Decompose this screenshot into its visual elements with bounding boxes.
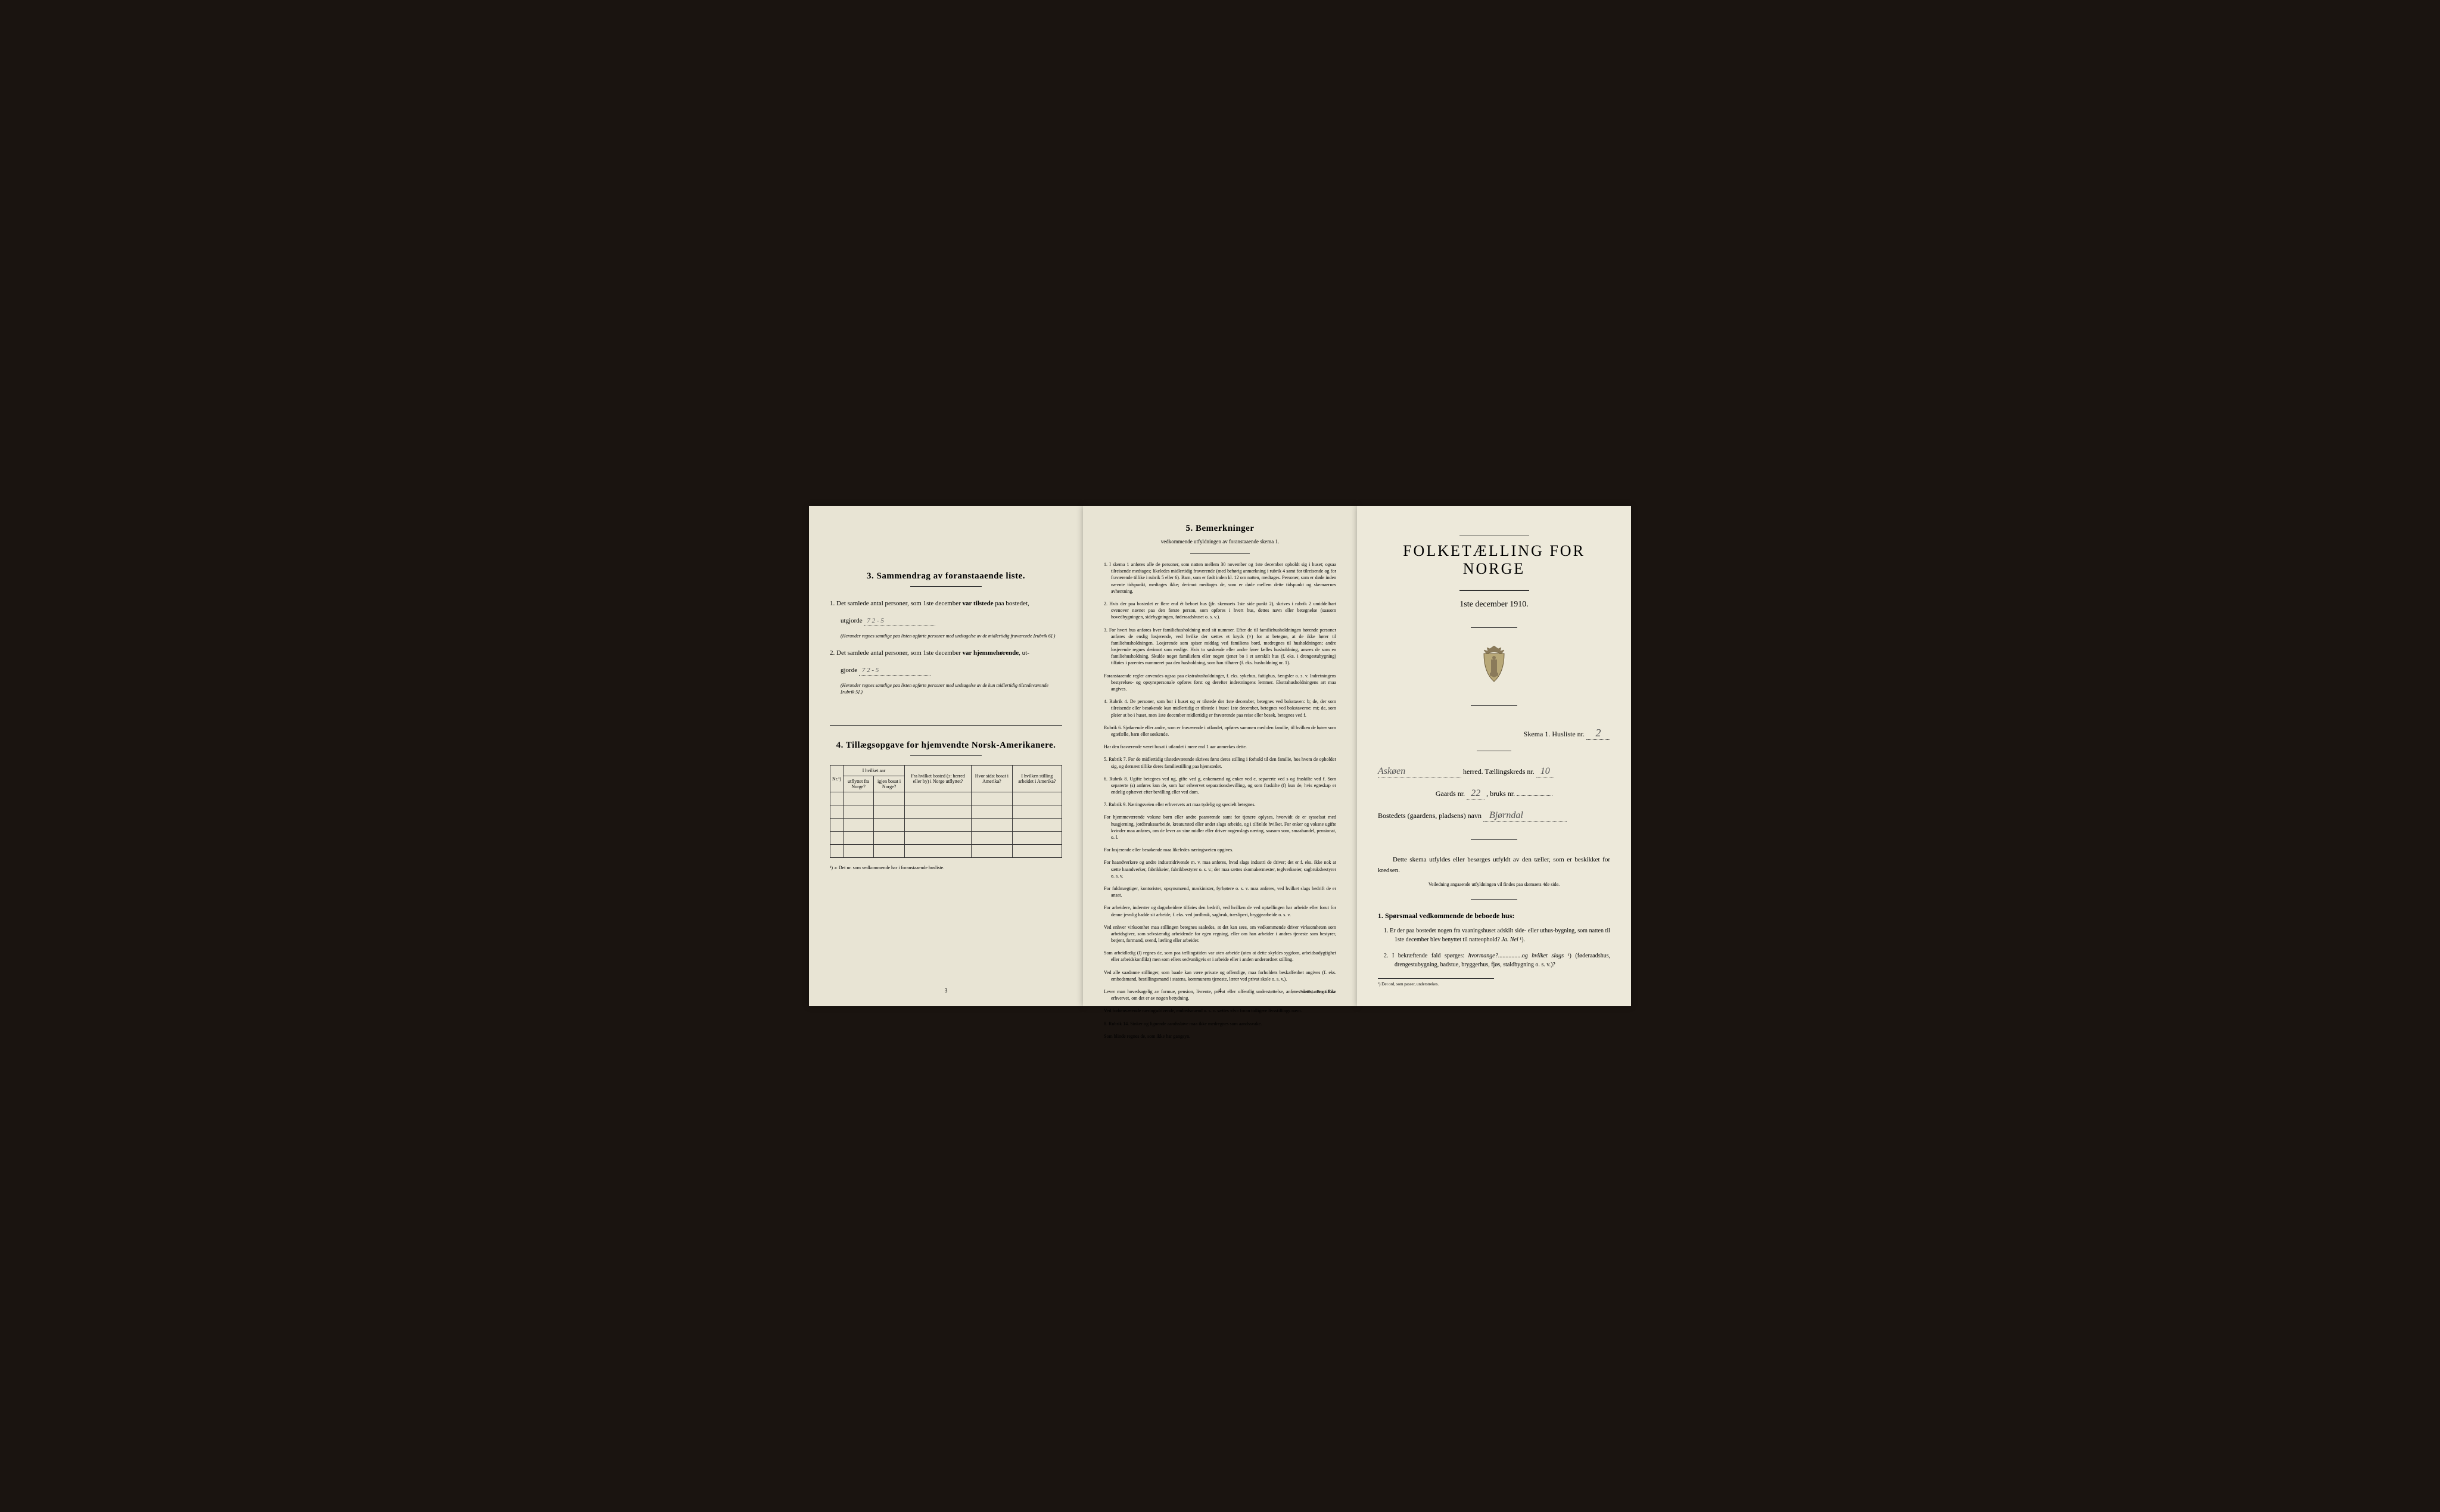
section-5-heading: 5. Bemerkninger (1104, 524, 1336, 534)
section-5-item: Har den fraværende været bosat i utlande… (1104, 743, 1336, 750)
section-3-heading: 3. Sammendrag av foranstaaende liste. (830, 571, 1062, 581)
questions-container: 1. Er der paa bostedet nogen fra vaaning… (1378, 926, 1610, 969)
table-row (830, 832, 1062, 845)
table-header-utflyttet: utflyttet fra Norge? (844, 776, 874, 792)
page-number-4: 4 (1219, 988, 1222, 994)
section-5-item: 2. Hvis der paa bostedet er flere end ét… (1104, 601, 1336, 621)
section-5-item: Ved forhenværende næringsdrivende, embed… (1104, 1007, 1336, 1014)
page-4: 5. Bemerkninger vedkommende utfyldningen… (1083, 506, 1357, 1006)
handwritten-value-1: 7 2 - 5 (864, 616, 935, 627)
section-4-heading: 4. Tillægsopgave for hjemvendte Norsk-Am… (830, 741, 1062, 751)
section-5-item: For losjerende eller besøkende maa likel… (1104, 847, 1336, 853)
section-4-footnote: ¹) ɔ: Det nr. som vedkommende har i fora… (830, 865, 1062, 871)
table-header-aar: I hvilket aar (844, 766, 905, 776)
question-heading: 1. Spørsmaal vedkommende de beboede hus: (1378, 911, 1610, 920)
table-row (830, 845, 1062, 858)
section-3-item-1-line2: utgjorde 7 2 - 5 (830, 616, 1062, 627)
section-5-item: Som arbeidledig (l) regnes de, som paa t… (1104, 950, 1336, 963)
section-5-item: 1. I skema 1 anføres alle de personer, s… (1104, 561, 1336, 595)
bosted-line: Bostedets (gaardens, pladsens) navn Bjør… (1378, 810, 1610, 822)
table-row (830, 792, 1062, 805)
section-5-item: 6. Rubrik 8. Ugifte betegnes ved ug, gif… (1104, 776, 1336, 796)
gaards-line: Gaards nr. 22 , bruks nr. (1378, 788, 1610, 799)
section-5-items-container: 1. I skema 1 anføres alle de personer, s… (1104, 561, 1336, 1040)
gaards-value: 22 (1467, 788, 1484, 799)
section-5-item: 5. Rubrik 7. For de midlertidig tilstede… (1104, 756, 1336, 769)
section-3-item-1: 1. Det samlede antal personer, som 1ste … (830, 599, 1062, 609)
section-3-item-2: 2. Det samlede antal personer, som 1ste … (830, 648, 1062, 658)
husliste-nr-value: 2 (1586, 727, 1610, 740)
skema-line: Skema 1. Husliste nr. 2 (1378, 727, 1610, 740)
section-5-item: Foranstaaende regler anvendes ogsaa paa … (1104, 673, 1336, 693)
table-header-stilling: I hvilken stilling arbeidet i Amerika? (1012, 766, 1062, 792)
section-5-item: For hjemmeværende voksne børn eller andr… (1104, 814, 1336, 841)
page-cover: FOLKETÆLLING FOR NORGE 1ste december 191… (1357, 506, 1631, 1006)
document-container: 3. Sammendrag av foranstaaende liste. 1.… (809, 506, 1631, 1006)
bruks-value (1517, 795, 1552, 796)
section-3-item-2-note: (Herunder regnes samtlige paa listen opf… (830, 683, 1062, 695)
sub-title: 1ste december 1910. (1378, 600, 1610, 609)
table-header-nr: Nr.¹) (830, 766, 844, 792)
printer-text: Steen'ske Bogtr. Kr.a. (1300, 990, 1336, 994)
question-item: 1. Er der paa bostedet nogen fra vaaning… (1384, 926, 1610, 944)
table-row (830, 805, 1062, 819)
table-header-bosat: igjen bosat i Norge? (874, 776, 905, 792)
handwritten-value-2: 7 2 - 5 (859, 665, 930, 676)
section-5-item: 7. Rubrik 9. Næringsveien eller erhverve… (1104, 801, 1336, 808)
kreds-value: 10 (1536, 766, 1554, 777)
section-4-table: Nr.¹) I hvilket aar Fra hvilket bosted (… (830, 765, 1062, 858)
section-5-item: Ved alle saadanne stillinger, som baade … (1104, 969, 1336, 982)
section-5-item: Ved enhver virksomhet maa stillingen bet… (1104, 924, 1336, 944)
section-5-item: Som blinde regnes de, som ikke har gangs… (1104, 1033, 1336, 1040)
table-header-bosted: Fra hvilket bosted (ɔ: herred eller by) … (904, 766, 971, 792)
herred-line: Askøen herred. Tællingskreds nr. 10 (1378, 766, 1610, 777)
section-5-item: For haandverkere og andre industridriven… (1104, 859, 1336, 879)
section-5-item: For arbeidere, inderster og dagarbeidere… (1104, 904, 1336, 917)
instruction-2: Veiledning angaaende utfyldningen vil fi… (1378, 882, 1610, 887)
section-3-item-2-line2: gjorde 7 2 - 5 (830, 665, 1062, 676)
section-5-item: 8. Rubrik 14. Sinker og lignende aandssl… (1104, 1021, 1336, 1027)
page-3: 3. Sammendrag av foranstaaende liste. 1.… (809, 506, 1083, 1006)
table-row (830, 819, 1062, 832)
herred-value: Askøen (1378, 766, 1461, 777)
page3-footnote: ¹) Det ord, som passer, understrekes. (1378, 978, 1494, 987)
page-number-3: 3 (945, 988, 948, 994)
section-5-item: For fuldmægtiger, kontorister, opsynsmæn… (1104, 885, 1336, 898)
instruction-1: Dette skema utfyldes eller besørges utfy… (1378, 855, 1610, 876)
main-title: FOLKETÆLLING FOR NORGE (1378, 542, 1610, 578)
table-header-amerika: Hvor sidst bosat i Amerika? (972, 766, 1012, 792)
section-5-subheading: vedkommende utfyldningen av foranstaaend… (1104, 539, 1336, 545)
section-5-item: 4. Rubrik 4. De personer, som bor i huse… (1104, 698, 1336, 718)
bosted-value: Bjørndal (1483, 810, 1567, 822)
norway-crest-icon (1378, 643, 1610, 685)
section-5-item: Rubrik 6. Sjøfarende eller andre, som er… (1104, 724, 1336, 738)
section-3-item-1-note: (Herunder regnes samtlige paa listen opf… (830, 633, 1062, 639)
section-5-item: 3. For hvert hus anføres hver familiehus… (1104, 627, 1336, 667)
question-item: 2. I bekræftende fald spørges: hvormange… (1384, 951, 1610, 969)
